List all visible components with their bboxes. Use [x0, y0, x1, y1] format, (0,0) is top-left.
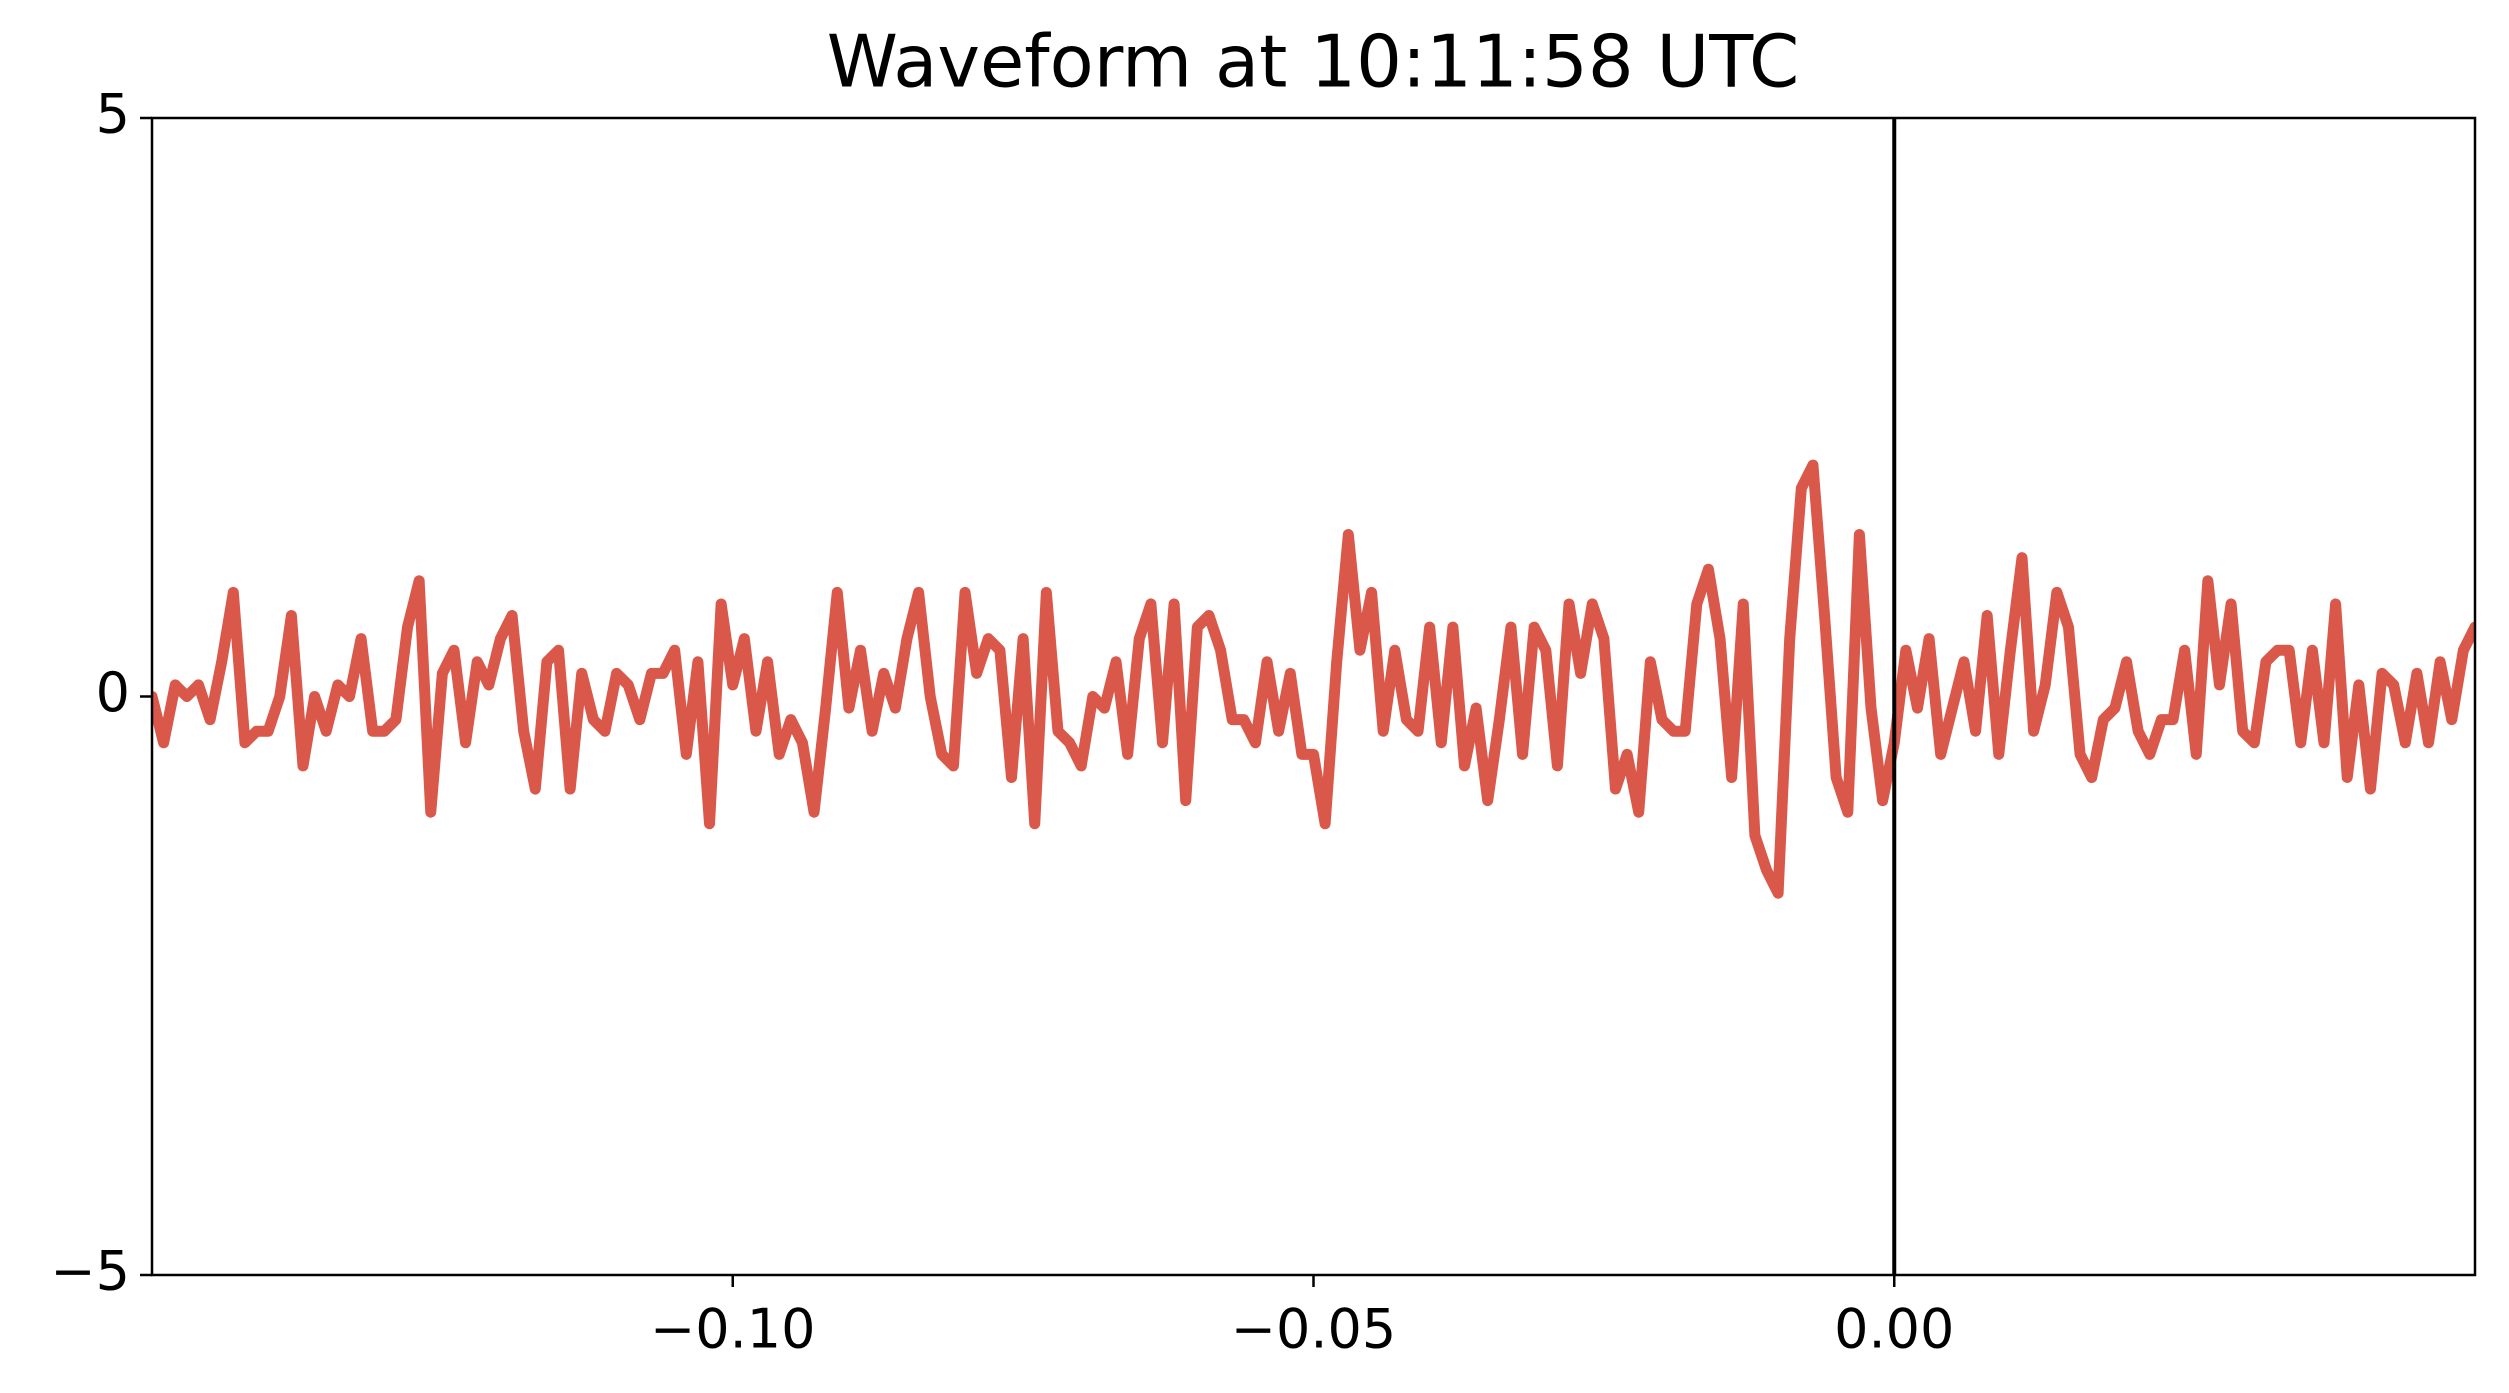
plot-frame [150, 116, 2477, 1277]
chart-title: Waveform at 10:11:58 UTC [827, 20, 1800, 104]
y-tick-label: −5 [50, 1240, 130, 1303]
x-tick-label: −0.05 [1231, 1298, 1396, 1361]
x-tick-label: −0.10 [650, 1298, 815, 1361]
y-tick-label: 0 [96, 661, 130, 724]
y-tick-label: 5 [96, 83, 130, 146]
waveform-line [152, 459, 2475, 899]
x-tick-label: 0.00 [1834, 1298, 1954, 1361]
